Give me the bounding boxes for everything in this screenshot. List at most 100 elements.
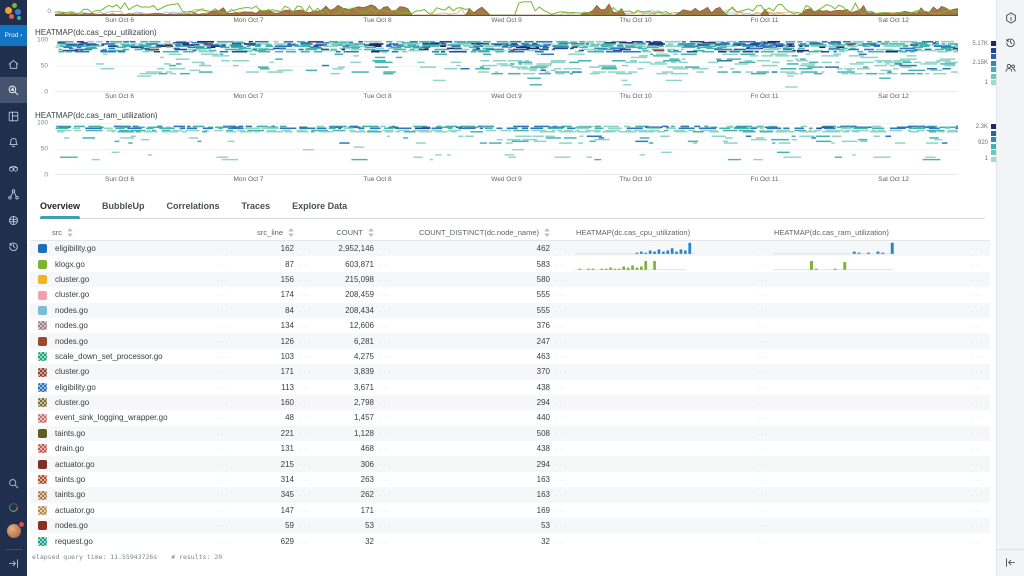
column-header-ram-heatmap[interactable]: HEATMAP(dc.cas_ram_utilization) [774, 228, 889, 237]
cell-menu-ellipsis[interactable]: ··· [294, 521, 318, 530]
tab-correlations[interactable]: Correlations [167, 197, 220, 218]
row-menu-ellipsis[interactable]: ··· [212, 367, 242, 376]
cell-menu-ellipsis[interactable]: ··· [550, 244, 574, 253]
cell-menu-ellipsis[interactable]: ··· [374, 475, 398, 484]
home-icon[interactable] [0, 51, 27, 77]
column-header-count-distinct[interactable]: COUNT_DISTINCT(dc.node_name) [419, 228, 539, 237]
query-icon[interactable] [0, 77, 27, 103]
cell-menu-ellipsis[interactable]: ··· [294, 337, 318, 346]
cell-menu-ellipsis[interactable]: ··· [757, 367, 769, 376]
row-menu-ellipsis[interactable]: ··· [212, 321, 242, 330]
table-row-event_sink_logging_wrapper.go[interactable]: event_sink_logging_wrapper.go···48···1,4… [30, 410, 990, 425]
cell-menu-ellipsis[interactable]: ··· [971, 537, 983, 546]
cell-menu-ellipsis[interactable]: ··· [374, 460, 398, 469]
table-row-taints.go[interactable]: taints.go···221···1,128···508········· [30, 426, 990, 441]
environments-globe-icon[interactable] [0, 207, 27, 233]
cell-menu-ellipsis[interactable]: ··· [757, 490, 769, 499]
row-menu-ellipsis[interactable]: ··· [212, 460, 242, 469]
cell-menu-ellipsis[interactable]: ··· [971, 367, 983, 376]
cell-menu-ellipsis[interactable]: ··· [550, 367, 574, 376]
cell-menu-ellipsis[interactable]: ··· [550, 521, 574, 530]
cell-menu-ellipsis[interactable]: ··· [294, 475, 318, 484]
cell-menu-ellipsis[interactable]: ··· [971, 460, 983, 469]
cell-menu-ellipsis[interactable]: ··· [294, 490, 318, 499]
cell-menu-ellipsis[interactable]: ··· [757, 321, 769, 330]
cell-menu-ellipsis[interactable]: ··· [374, 290, 398, 299]
cell-menu-ellipsis[interactable]: ··· [757, 306, 769, 315]
cell-menu-ellipsis[interactable]: ··· [374, 352, 398, 361]
cell-menu-ellipsis[interactable]: ··· [550, 460, 574, 469]
column-header-src[interactable]: src [52, 228, 62, 237]
cell-menu-ellipsis[interactable]: ··· [550, 429, 574, 438]
cell-menu-ellipsis[interactable]: ··· [374, 521, 398, 530]
cell-menu-ellipsis[interactable]: ··· [294, 444, 318, 453]
expand-sidebar-icon[interactable] [0, 552, 27, 574]
timeseries-strip-plot[interactable] [55, 0, 958, 16]
honeycomb-logo-icon[interactable] [0, 0, 27, 25]
table-row-nodes.go[interactable]: nodes.go···59···53···53········· [30, 518, 990, 533]
cell-menu-ellipsis[interactable]: ··· [550, 413, 574, 422]
tab-overview[interactable]: Overview [40, 197, 80, 218]
cell-menu-ellipsis[interactable]: ··· [971, 306, 983, 315]
table-row-scale_down_set_processor.go[interactable]: scale_down_set_processor.go···103···4,27… [30, 349, 990, 364]
cell-menu-ellipsis[interactable]: ··· [294, 275, 318, 284]
row-menu-ellipsis[interactable]: ··· [212, 490, 242, 499]
cell-menu-ellipsis[interactable]: ··· [550, 290, 574, 299]
cell-menu-ellipsis[interactable]: ··· [757, 460, 769, 469]
cell-menu-ellipsis[interactable]: ··· [294, 290, 318, 299]
details-info-icon[interactable] [997, 5, 1024, 30]
cell-menu-ellipsis[interactable]: ··· [971, 398, 983, 407]
cell-menu-ellipsis[interactable]: ··· [757, 290, 769, 299]
table-row-eligibility.go[interactable]: eligibility.go···162···2,952,146···462··… [30, 241, 990, 256]
cell-menu-ellipsis[interactable]: ··· [550, 444, 574, 453]
row-menu-ellipsis[interactable]: ··· [212, 506, 242, 515]
alerts-bell-icon[interactable] [0, 129, 27, 155]
cell-menu-ellipsis[interactable]: ··· [971, 444, 983, 453]
environment-selector[interactable]: Prod › [0, 25, 27, 46]
row-menu-ellipsis[interactable]: ··· [212, 398, 242, 407]
usage-ring-icon[interactable] [0, 496, 27, 518]
table-row-taints.go[interactable]: taints.go···345···262···163········· [30, 487, 990, 502]
cell-menu-ellipsis[interactable]: ··· [971, 290, 983, 299]
cell-menu-ellipsis[interactable]: ··· [294, 260, 318, 269]
cell-menu-ellipsis[interactable]: ··· [757, 337, 769, 346]
cell-menu-ellipsis[interactable]: ··· [757, 398, 769, 407]
boards-icon[interactable] [0, 103, 27, 129]
cell-menu-ellipsis[interactable]: ··· [757, 260, 769, 269]
sort-icon[interactable] [288, 228, 294, 237]
cell-menu-ellipsis[interactable]: ··· [971, 337, 983, 346]
cell-menu-ellipsis[interactable]: ··· [294, 306, 318, 315]
cell-menu-ellipsis[interactable]: ··· [374, 367, 398, 376]
cell-menu-ellipsis[interactable]: ··· [757, 444, 769, 453]
cell-menu-ellipsis[interactable]: ··· [294, 429, 318, 438]
search-icon[interactable] [0, 472, 27, 494]
row-menu-ellipsis[interactable]: ··· [212, 290, 242, 299]
cell-menu-ellipsis[interactable]: ··· [550, 398, 574, 407]
cell-menu-ellipsis[interactable]: ··· [374, 244, 398, 253]
table-row-nodes.go[interactable]: nodes.go···126···6,281···247········· [30, 333, 990, 348]
row-menu-ellipsis[interactable]: ··· [212, 337, 242, 346]
cell-menu-ellipsis[interactable]: ··· [971, 475, 983, 484]
row-menu-ellipsis[interactable]: ··· [212, 244, 242, 253]
cell-menu-ellipsis[interactable]: ··· [374, 306, 398, 315]
sort-icon[interactable] [368, 228, 374, 237]
history-icon[interactable] [0, 233, 27, 259]
cell-menu-ellipsis[interactable]: ··· [294, 352, 318, 361]
cell-menu-ellipsis[interactable]: ··· [374, 398, 398, 407]
cell-menu-ellipsis[interactable]: ··· [294, 398, 318, 407]
row-menu-ellipsis[interactable]: ··· [212, 537, 242, 546]
row-menu-ellipsis[interactable]: ··· [212, 475, 242, 484]
cell-menu-ellipsis[interactable]: ··· [971, 321, 983, 330]
cell-menu-ellipsis[interactable]: ··· [374, 337, 398, 346]
cell-menu-ellipsis[interactable]: ··· [294, 383, 318, 392]
row-menu-ellipsis[interactable]: ··· [212, 521, 242, 530]
cell-menu-ellipsis[interactable]: ··· [757, 383, 769, 392]
cell-menu-ellipsis[interactable]: ··· [757, 537, 769, 546]
table-row-cluster.go[interactable]: cluster.go···171···3,839···370········· [30, 364, 990, 379]
cell-menu-ellipsis[interactable]: ··· [374, 429, 398, 438]
cell-menu-ellipsis[interactable]: ··· [971, 413, 983, 422]
table-row-cluster.go[interactable]: cluster.go···156···215,098···580········… [30, 272, 990, 287]
cell-menu-ellipsis[interactable]: ··· [757, 244, 769, 253]
sort-icon[interactable] [544, 228, 550, 237]
row-menu-ellipsis[interactable]: ··· [212, 260, 242, 269]
